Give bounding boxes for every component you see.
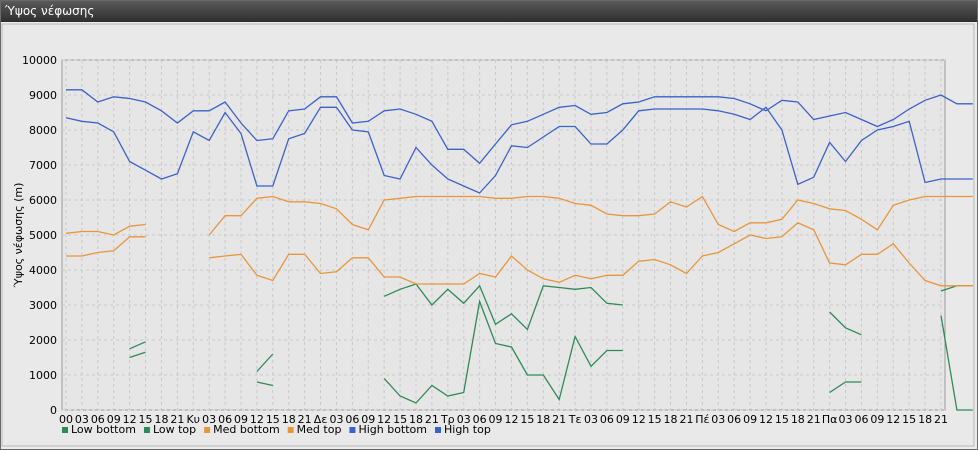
x-tick-label: 18: [409, 413, 423, 426]
x-tick-label: Κυ: [186, 413, 200, 426]
x-tick-label: 12: [123, 413, 137, 426]
x-tick-label: 09: [107, 413, 121, 426]
y-tick-label: 3000: [29, 299, 57, 312]
x-tick-label: 15: [393, 413, 407, 426]
y-tick-label: 2000: [29, 334, 57, 347]
x-tick-label: 21: [679, 413, 693, 426]
series-line: [66, 89, 973, 165]
x-tick-label: 06: [854, 413, 868, 426]
x-tick-label: 15: [902, 413, 916, 426]
x-tick-label: 15: [520, 413, 534, 426]
x-tick-label: 15: [648, 413, 662, 426]
legend-swatch: [62, 427, 68, 433]
x-tick-label: 15: [775, 413, 789, 426]
x-tick-label: 09: [743, 413, 757, 426]
legend-swatch: [143, 427, 150, 433]
x-tick-label: 21: [807, 413, 821, 426]
x-tick-label: Πα: [822, 413, 838, 426]
legend-label: High bottom: [358, 423, 427, 436]
x-tick-label: 03: [202, 413, 216, 426]
series-line: [208, 195, 973, 236]
x-tick-label: 21: [170, 413, 184, 426]
x-tick-label: 18: [282, 413, 296, 426]
series-line: [256, 353, 274, 372]
x-tick-label: Τρ: [440, 413, 455, 426]
y-tick-label: 7000: [29, 159, 57, 172]
x-tick-label: 12: [886, 413, 900, 426]
y-tick-label: 10000: [22, 54, 57, 67]
x-tick-label: 09: [361, 413, 375, 426]
x-tick-label: 03: [711, 413, 725, 426]
x-tick-label: 18: [154, 413, 168, 426]
legend-label: Med top: [297, 423, 342, 436]
x-tick-label: 06: [600, 413, 614, 426]
x-tick-label: 09: [234, 413, 248, 426]
x-tick-label: 21: [552, 413, 566, 426]
series-line: [383, 283, 623, 331]
x-tick-label: 21: [425, 413, 439, 426]
legend-label: High top: [444, 423, 491, 436]
series-line: [66, 236, 146, 257]
legend-label: Low bottom: [71, 423, 136, 436]
x-tick-label: 21: [934, 413, 948, 426]
series-line: [829, 381, 862, 394]
series-line: [65, 106, 973, 194]
x-tick-label: 06: [473, 413, 487, 426]
y-axis-label: Ύψος νέφωσης (m): [12, 183, 25, 289]
legend-swatch: [287, 427, 294, 433]
x-tick-label: 09: [870, 413, 884, 426]
x-tick-label: Δε: [314, 413, 328, 426]
y-tick-label: 8000: [29, 124, 57, 137]
series-line: [383, 299, 623, 404]
x-tick-label: 12: [632, 413, 646, 426]
x-tick-label: 12: [377, 413, 391, 426]
x-tick-label: 06: [345, 413, 359, 426]
x-tick-label: 03: [75, 413, 89, 426]
x-tick-label: 18: [664, 413, 678, 426]
series-line: [129, 351, 146, 359]
y-tick-label: 9000: [29, 89, 57, 102]
legend-swatch: [204, 427, 211, 433]
x-tick-label: 03: [329, 413, 343, 426]
series-line: [940, 315, 973, 411]
series-line: [209, 222, 973, 287]
x-tick-label: 18: [791, 413, 805, 426]
x-tick-label: Τε: [568, 413, 582, 426]
x-tick-label: Πέ: [695, 413, 709, 426]
x-tick-label: 03: [584, 413, 598, 426]
x-tick-label: 03: [457, 413, 471, 426]
x-tick-label: 18: [918, 413, 932, 426]
x-tick-label: 06: [91, 413, 105, 426]
series-line: [256, 381, 273, 387]
x-tick-label: 06: [218, 413, 232, 426]
x-tick-label: 00: [59, 413, 73, 426]
x-tick-label: 03: [839, 413, 853, 426]
y-tick-label: 6000: [29, 194, 57, 207]
x-tick-label: 15: [266, 413, 280, 426]
x-tick-label: 12: [759, 413, 773, 426]
x-tick-label: 12: [504, 413, 518, 426]
series-line: [829, 311, 862, 336]
series-line: [129, 341, 146, 350]
legend-swatch: [435, 427, 441, 433]
x-tick-label: 12: [250, 413, 264, 426]
x-tick-label: 09: [616, 413, 630, 426]
legend-label: Low top: [153, 423, 196, 436]
y-tick-label: 1000: [29, 369, 57, 382]
x-tick-label: 15: [139, 413, 153, 426]
y-tick-label: 0: [50, 404, 57, 417]
window-title: Ύψος νέφωσης: [1, 1, 977, 22]
legend-label: Med bottom: [213, 423, 280, 436]
x-tick-label: 09: [489, 413, 503, 426]
x-tick-label: 18: [536, 413, 550, 426]
y-tick-label: 4000: [29, 264, 57, 277]
y-tick-label: 5000: [29, 229, 57, 242]
x-tick-label: 21: [298, 413, 312, 426]
x-tick-label: 06: [727, 413, 741, 426]
legend-swatch: [349, 427, 356, 433]
series-line: [65, 223, 146, 236]
